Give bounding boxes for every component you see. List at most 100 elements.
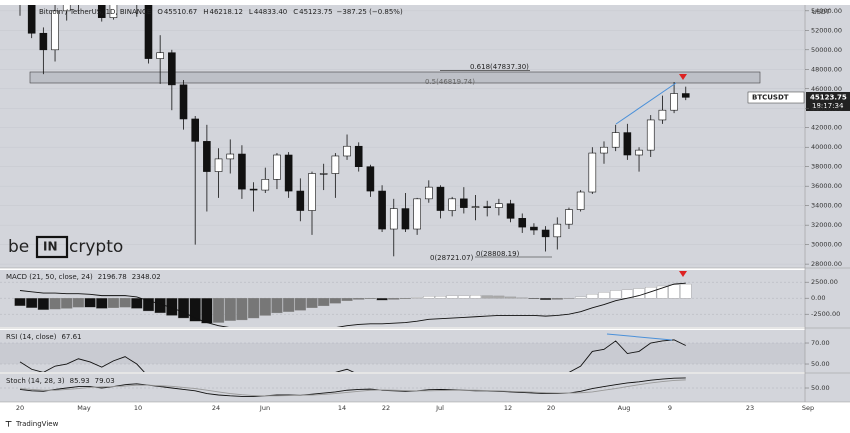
red-marker [679, 74, 687, 80]
histogram-bar [481, 295, 493, 299]
histogram-bar [72, 298, 84, 308]
candle-body [284, 154, 293, 192]
x-tick-label: Jun [259, 404, 270, 412]
x-tick-label: Jul [435, 404, 444, 412]
candle-body [366, 166, 375, 192]
logo-text: crypto [69, 237, 123, 257]
indicator-header: RSI (14, close) 67.61 [6, 333, 82, 341]
stoch-line [19, 377, 686, 397]
histogram-bar [189, 298, 201, 322]
candle-body [168, 52, 176, 86]
x-tick-label: 9 [668, 404, 672, 412]
y-tick-label: 48000.00 [811, 65, 842, 73]
indicator-name: RSI (14, close) [6, 333, 57, 341]
candle-body [179, 84, 188, 120]
histogram-bar [142, 298, 155, 312]
stoch-line [19, 379, 686, 397]
indicator-header: MACD (21, 50, close, 24) 2196.78 2348.02 [6, 273, 161, 281]
histogram-bar [49, 298, 61, 310]
candle-body [495, 203, 503, 208]
candle-body [681, 93, 690, 98]
candle-body [611, 132, 620, 148]
y-tick-label: 52000.00 [811, 26, 842, 34]
indicator-name: MACD (21, 50, close, 24) [6, 273, 93, 281]
candle-body [436, 186, 445, 211]
candle-body [460, 198, 468, 208]
histogram-bar [236, 298, 248, 321]
histogram-bar [283, 298, 295, 312]
symbol-tag [747, 91, 805, 104]
candle-body [144, 5, 153, 59]
indicator-value: 2196.78 [98, 273, 127, 281]
candle-body [471, 206, 480, 208]
grid [0, 10, 805, 389]
candle-body [378, 190, 386, 230]
histogram-bar [61, 298, 73, 309]
histogram-bar [353, 298, 365, 300]
header-part: 44833.40 [254, 8, 287, 16]
header-part: −387.25 (−0.85%) [337, 8, 403, 16]
candle-body [191, 118, 199, 142]
candle-body [518, 218, 527, 228]
histogram-bar [586, 294, 598, 299]
candle-body [296, 190, 305, 211]
candle-body [658, 109, 667, 121]
histogram-bar [26, 298, 38, 308]
histogram-bar [668, 284, 680, 299]
macd-line [19, 282, 686, 327]
candle-body [156, 52, 164, 59]
macd [14, 282, 692, 327]
candle-body [553, 223, 562, 238]
indicator-header: Stoch (14, 28, 3) 85.93 79.03 [6, 377, 115, 385]
y-tick-label: 50000.00 [811, 46, 842, 54]
histogram-bar [645, 287, 657, 299]
resistance-zone [29, 71, 761, 84]
candle-body [635, 149, 643, 156]
candle-body [62, 5, 71, 12]
histogram-bar [84, 298, 96, 308]
header-part: Bitcoin / TetherUS, 1D, BINANCE [39, 8, 151, 16]
histogram-bar [540, 298, 552, 300]
histogram-bar [177, 298, 190, 319]
candle-body [541, 229, 550, 238]
logo: be IN crypto [8, 235, 123, 259]
candle-body [646, 119, 655, 151]
histogram-bar [294, 298, 306, 311]
indicator-value: 79.03 [95, 377, 115, 385]
histogram-bar [306, 298, 318, 308]
header-part: H [203, 8, 208, 16]
indicator-value: 67.61 [61, 333, 81, 341]
candle-body [670, 93, 678, 111]
y-tick-label: 46000.00 [811, 85, 842, 93]
candle-body [97, 5, 106, 18]
x-tick-label: 20 [16, 404, 24, 412]
histogram-bar [423, 296, 435, 299]
y-tick-label: 70.00 [811, 339, 830, 347]
y-tick-label: 32000.00 [811, 221, 842, 229]
candle-body [530, 226, 538, 231]
histogram-bar [37, 298, 49, 310]
x-tick-label: Sep [802, 404, 814, 412]
header-part: 45123.75 [299, 8, 332, 16]
histogram-bar [376, 298, 388, 301]
candle-body [238, 153, 246, 190]
header-part: O [157, 8, 163, 16]
histogram-bar [446, 295, 458, 299]
rsi [19, 339, 686, 372]
y-tick-label: 54000.00 [811, 7, 842, 15]
candle-body [413, 198, 421, 230]
price-tag [806, 92, 850, 111]
header-part: L [249, 8, 253, 16]
histogram-bar [131, 298, 143, 309]
fib-label: 0.5(46819.74) [425, 78, 475, 86]
candle-body [319, 173, 328, 175]
x-tick-label: 14 [338, 404, 346, 412]
histogram-bar [551, 298, 563, 300]
header-part: C [293, 8, 298, 16]
y-tick-label: 30000.00 [811, 241, 842, 249]
histogram-bar [411, 297, 423, 299]
candle-body [343, 145, 351, 157]
x-tick-label: 22 [382, 404, 390, 412]
candle-body [623, 132, 632, 156]
